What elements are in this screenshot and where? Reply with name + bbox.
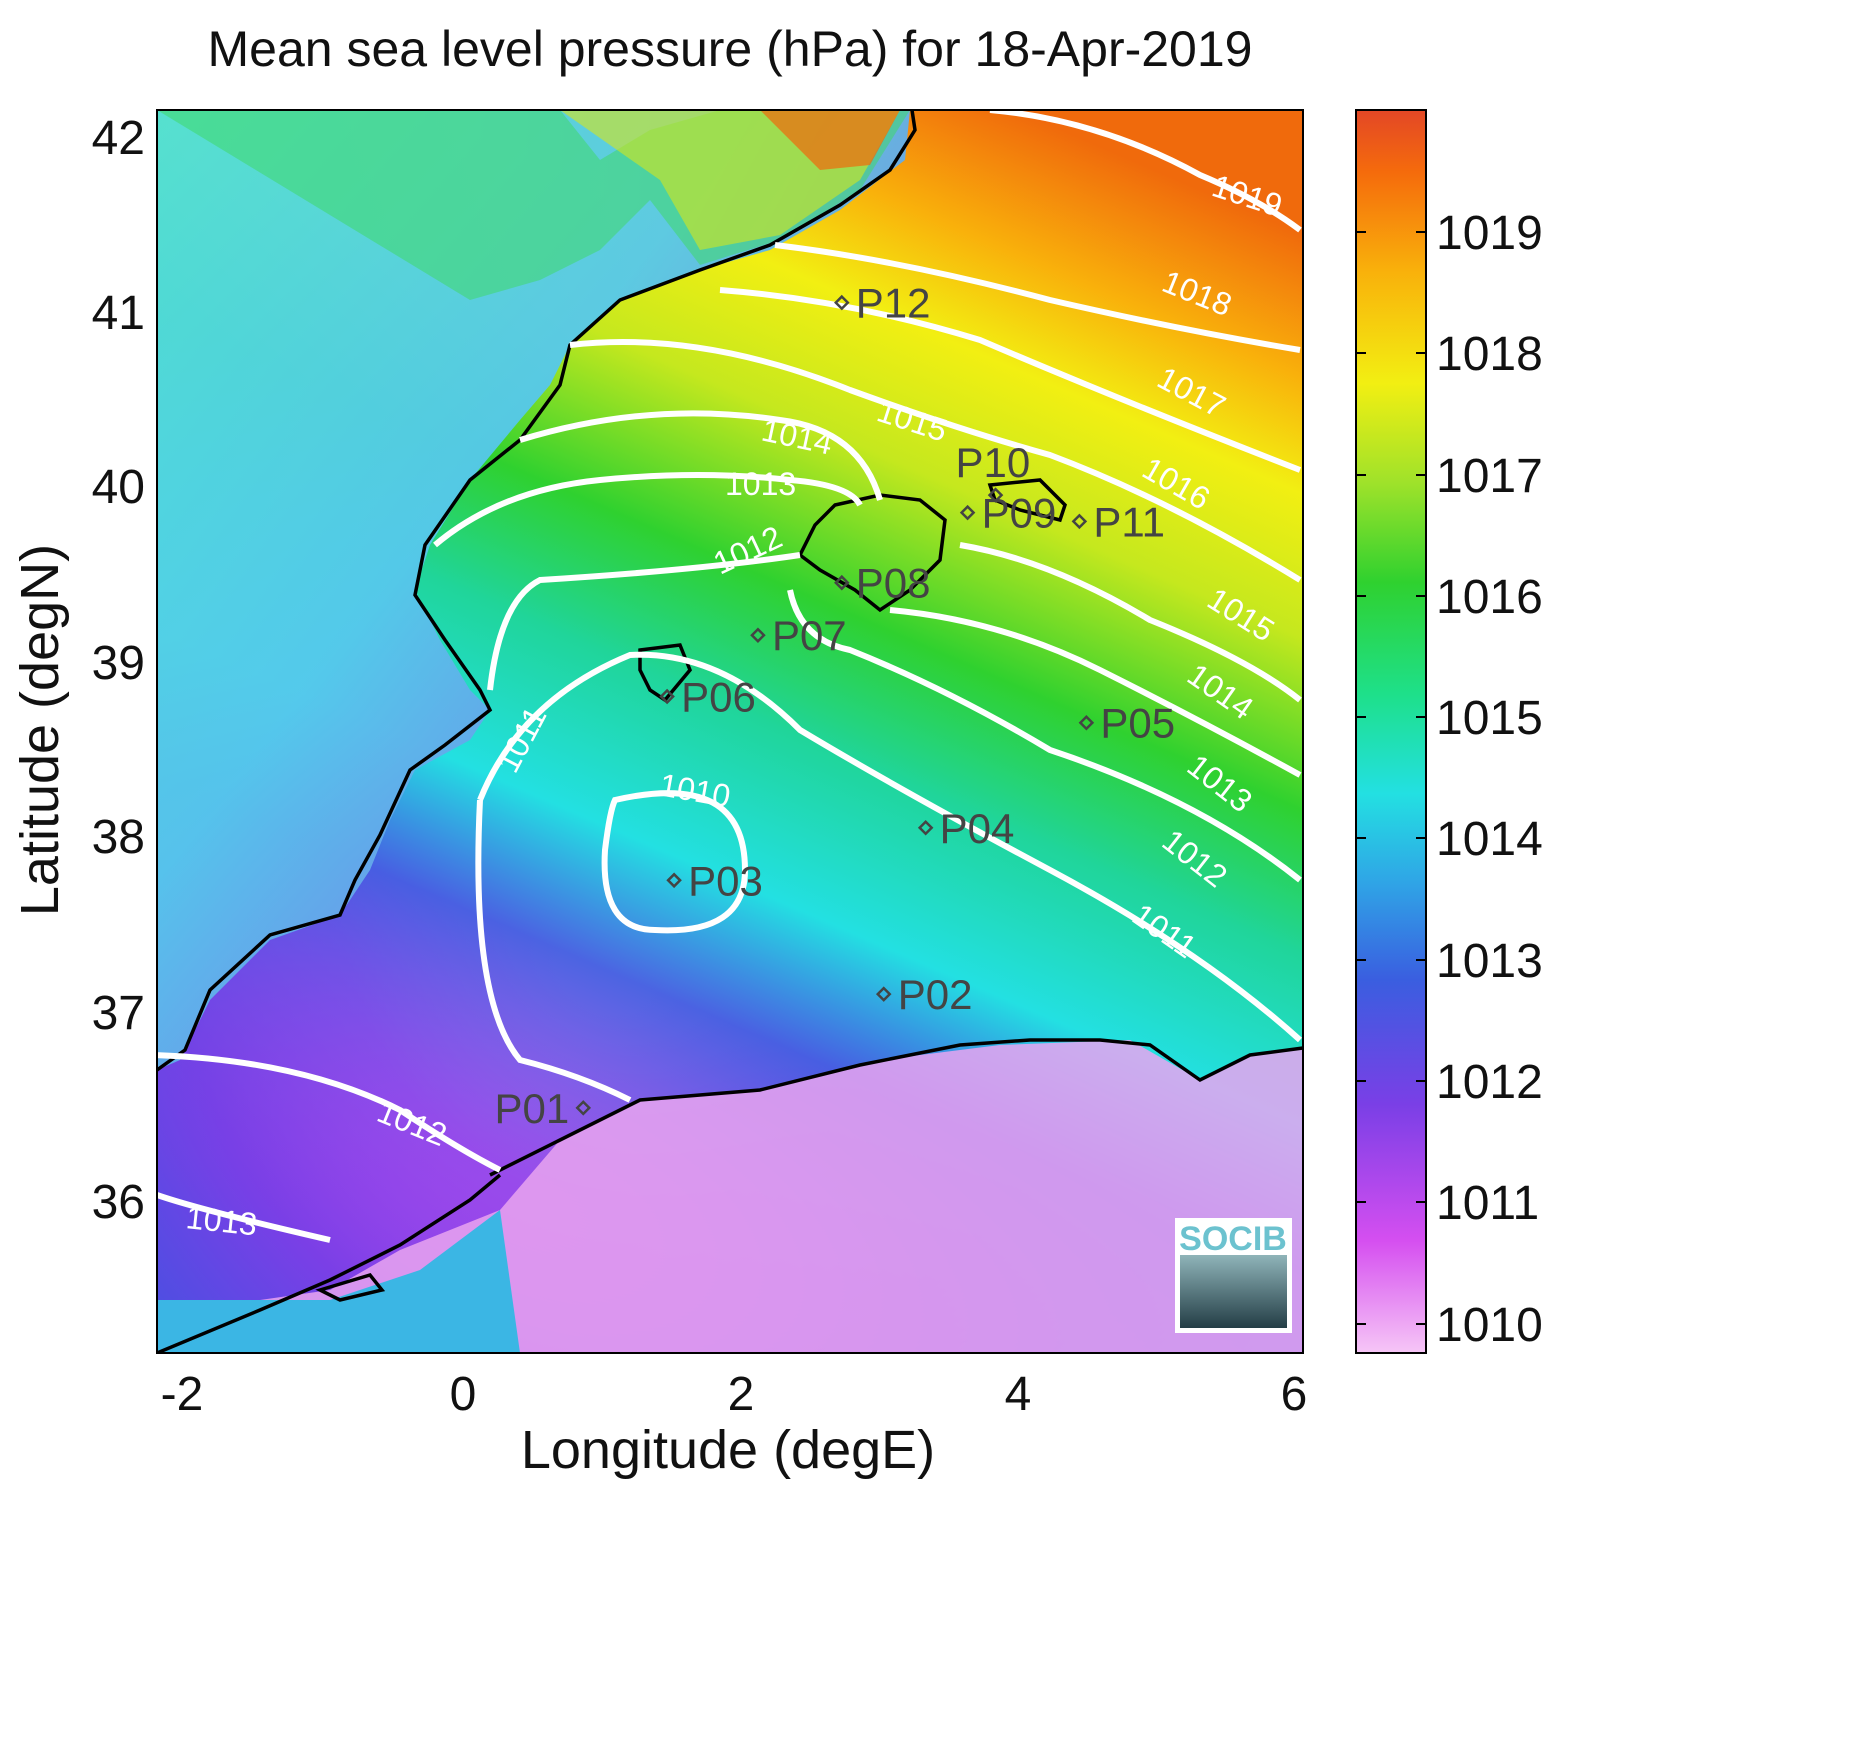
- station-marker: [575, 1100, 592, 1116]
- socib-logo: SOCIB: [1175, 1218, 1292, 1333]
- station-label: P03: [688, 857, 763, 904]
- colorbar: 1019 1018 1017 1016 1015 1014 1013 1012 …: [1355, 109, 1543, 1354]
- x-tick-label: -2: [161, 1368, 204, 1421]
- station-label: P10: [956, 439, 1031, 486]
- station-marker: [750, 627, 766, 643]
- y-tick-label: 37: [92, 987, 145, 1040]
- iberia-land: [157, 110, 910, 1070]
- contour-label-1013c: 1013: [184, 1199, 259, 1242]
- colorbar-ticks: [1356, 231, 1426, 1325]
- alboran-sea: [157, 1210, 520, 1353]
- colorbar-label: 1011: [1436, 1177, 1539, 1230]
- colorbar-label: 1015: [1436, 692, 1543, 745]
- x-tick-label: 6: [1281, 1368, 1308, 1421]
- y-tick-label: 40: [92, 461, 145, 514]
- x-axis-label: Longitude (degE): [521, 1420, 935, 1480]
- colorbar-label: 1019: [1436, 207, 1543, 260]
- y-tick-label: 39: [92, 637, 145, 690]
- station-marker: [875, 986, 892, 1002]
- isobars: [157, 110, 1303, 1243]
- station-marker: [917, 820, 934, 836]
- x-tick-label: 0: [450, 1368, 477, 1421]
- chart-title: Mean sea level pressure (hPa) for 18-Apr…: [208, 21, 1253, 77]
- station-label: P11: [1093, 498, 1165, 545]
- logo-picture: [1180, 1255, 1287, 1328]
- station-label: P01: [495, 1085, 570, 1132]
- station-label: P07: [772, 612, 847, 659]
- station-marker: [666, 872, 682, 889]
- station-marker: [659, 688, 675, 705]
- station-label: P09: [982, 490, 1057, 537]
- logo-text: SOCIB: [1179, 1220, 1287, 1258]
- colorbar-label: 1016: [1436, 571, 1543, 624]
- station-label: P12: [856, 280, 931, 327]
- map-plot-area: 1019 1018 1017 1015 1016 1014 1013 1012 …: [157, 110, 1303, 1353]
- plot-frame: [156, 109, 1304, 1354]
- station-label: P02: [898, 971, 973, 1018]
- y-tick-label: 42: [92, 112, 145, 165]
- colorbar-label: 1013: [1436, 935, 1543, 988]
- x-tick-label: 2: [728, 1368, 755, 1421]
- coastline: [157, 110, 1303, 1353]
- station-label: P05: [1100, 700, 1175, 747]
- x-tick-labels: -2 0 2 4 6: [161, 1368, 1308, 1421]
- colorbar-scale: [1355, 109, 1427, 1354]
- station-label: P06: [681, 673, 756, 720]
- station-marker: [1071, 513, 1088, 530]
- colorbar-label: 1017: [1436, 450, 1543, 503]
- y-tick-label: 41: [92, 287, 145, 340]
- land-orange-patch: [760, 110, 900, 170]
- colorbar-label: 1018: [1436, 328, 1543, 381]
- station-marker: [959, 504, 976, 521]
- y-tick-label: 38: [92, 811, 145, 864]
- contour-label-1013a: 1013: [725, 466, 796, 502]
- station-marker: [1078, 714, 1095, 731]
- station-marker: [834, 574, 850, 591]
- y-tick-labels: 42 41 40 39 38 37 36: [92, 112, 145, 1229]
- station-marker: [987, 487, 1004, 503]
- colorbar-label: 1012: [1436, 1056, 1543, 1109]
- colorbar-label: 1014: [1436, 813, 1543, 866]
- station-label: P04: [940, 805, 1015, 852]
- x-tick-label: 4: [1005, 1368, 1032, 1421]
- y-tick-label: 36: [92, 1176, 145, 1229]
- station-label: P08: [856, 560, 931, 607]
- colorbar-label: 1010: [1436, 1299, 1543, 1352]
- y-axis-label: Latitude (degN): [10, 544, 70, 916]
- station-marker: [834, 294, 850, 311]
